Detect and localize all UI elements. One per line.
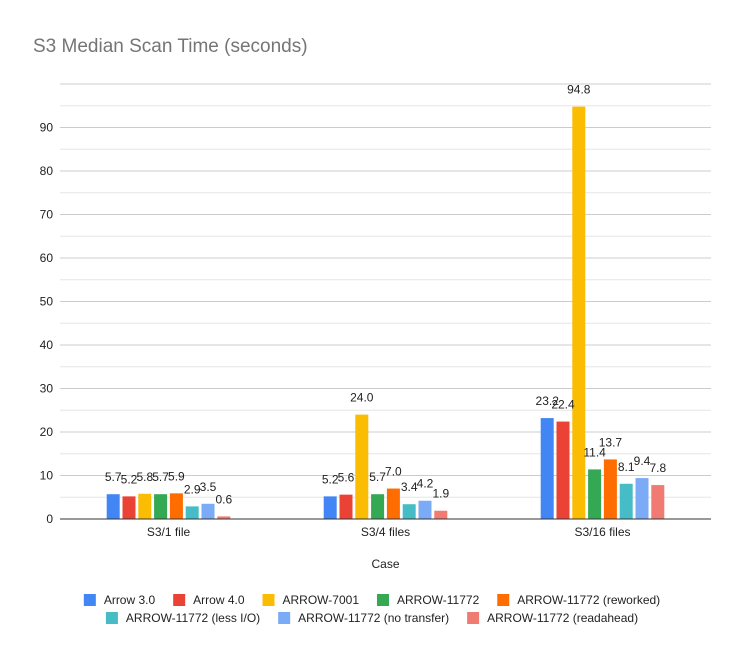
legend-item[interactable]: ARROW-11772 (no transfer) (278, 611, 449, 625)
data-label: 24.0 (350, 391, 374, 405)
data-label: 1.9 (432, 487, 449, 501)
bar (217, 516, 231, 519)
bar (635, 478, 649, 519)
bar (169, 493, 183, 519)
legend-swatch (376, 594, 389, 606)
x-axis-title: Case (371, 557, 399, 571)
data-label: 5.2 (322, 472, 339, 486)
legend-label: ARROW-11772 (reworked) (517, 593, 660, 607)
data-labels: 5.7 5.2 5.8 5.7 5.92.9 3.50.65.2 5.624.05.7 7.0… (105, 83, 667, 507)
legend-item[interactable]: ARROW-7001 (262, 593, 360, 607)
legend-swatch (278, 612, 291, 624)
y-tick-label: 70 (40, 208, 54, 222)
legend-item[interactable]: Arrow 3.0 (83, 593, 156, 607)
data-label: 11.4 (583, 445, 606, 459)
legend-swatch (83, 594, 96, 606)
data-label: 5.7 (105, 470, 122, 484)
bar (339, 494, 353, 519)
data-label: 3.4 (401, 480, 418, 494)
data-label: 9.4 (634, 454, 651, 468)
x-tick-label: S3/16 files (574, 525, 630, 539)
data-label: 5.7 (369, 470, 386, 484)
legend-swatch (497, 594, 510, 606)
bar (572, 106, 586, 520)
legend-item[interactable]: ARROW-11772 (readahead) (467, 611, 638, 625)
data-label: 3.5 (200, 480, 217, 494)
legend-label: ARROW-11772 (readahead) (487, 611, 638, 625)
bar (106, 494, 120, 519)
legend-label: Arrow 3.0 (104, 593, 156, 607)
bar (323, 496, 337, 519)
bar (355, 414, 369, 519)
data-label: 94.8 (567, 83, 591, 97)
y-tick-label: 40 (40, 338, 54, 352)
data-label: 8.1 (618, 460, 635, 474)
data-label: 7.0 (385, 465, 402, 479)
bar (619, 483, 633, 519)
y-tick-label: 20 (40, 425, 54, 439)
x-tick-label: S3/4 files (361, 525, 410, 539)
bar (386, 488, 400, 519)
legend-item[interactable]: Arrow 4.0 (173, 593, 245, 607)
legend-label: ARROW-11772 (397, 593, 480, 607)
y-tick-label: 90 (40, 121, 54, 135)
bar (201, 503, 215, 519)
bar (418, 500, 432, 519)
bar (540, 418, 554, 519)
bars (106, 106, 665, 520)
y-tick-label: 10 (40, 469, 54, 483)
bar (138, 493, 152, 519)
data-label: 5.6 (338, 471, 355, 485)
legend-label: ARROW-11772 (no transfer) (298, 611, 449, 625)
bar (122, 496, 136, 519)
legend-label: Arrow 4.0 (193, 593, 245, 607)
legend[interactable]: Arrow 3.0 Arrow 4.0 ARROW-7001 ARROW-11772 A… (83, 593, 660, 625)
legend-item[interactable]: ARROW-11772 (376, 593, 480, 607)
bar (556, 421, 570, 519)
x-tick-label: S3/1 file (147, 525, 191, 539)
data-label: 5.9 (168, 469, 185, 483)
data-label: 23.2 (536, 394, 560, 408)
y-tick-label: 60 (40, 251, 54, 265)
x-axis-ticks: S3/1 file S3/4 files S3/16 files (147, 525, 631, 539)
legend-swatch (262, 594, 275, 606)
legend-item[interactable]: ARROW-11772 (reworked) (497, 593, 660, 607)
data-label: 7.8 (649, 461, 666, 475)
y-tick-label: 30 (40, 382, 54, 396)
data-label: 5.7 (152, 470, 169, 484)
legend-item[interactable]: ARROW-11772 (less I/O) (105, 611, 260, 625)
bar (185, 506, 199, 519)
bar (402, 504, 416, 519)
data-label: 5.2 (121, 472, 138, 486)
y-tick-label: 0 (46, 512, 53, 526)
data-label: 5.8 (136, 470, 153, 484)
legend-swatch (467, 612, 480, 624)
data-label: 0.6 (215, 492, 232, 506)
y-tick-label: 80 (40, 164, 54, 178)
legend-swatch (105, 612, 118, 624)
data-label: 22.4 (551, 398, 575, 412)
y-axis-ticks: 0 10 20 30 40 50 60 70 80 90 (40, 121, 54, 527)
bar (434, 510, 448, 519)
y-tick-label: 50 (40, 295, 54, 309)
data-label: 4.2 (417, 477, 434, 491)
bar (651, 485, 665, 519)
bar (371, 494, 385, 519)
data-label: 2.9 (184, 482, 201, 496)
legend-swatch (173, 594, 186, 606)
bar (588, 469, 602, 519)
bar (154, 494, 168, 519)
legend-label: ARROW-11772 (less I/O) (126, 611, 260, 625)
data-label: 13.7 (599, 435, 623, 449)
bar (603, 459, 617, 519)
gridlines (60, 83, 711, 498)
legend-label: ARROW-7001 (283, 593, 360, 607)
chart-title: S3 Median Scan Time (seconds) (33, 36, 308, 57)
